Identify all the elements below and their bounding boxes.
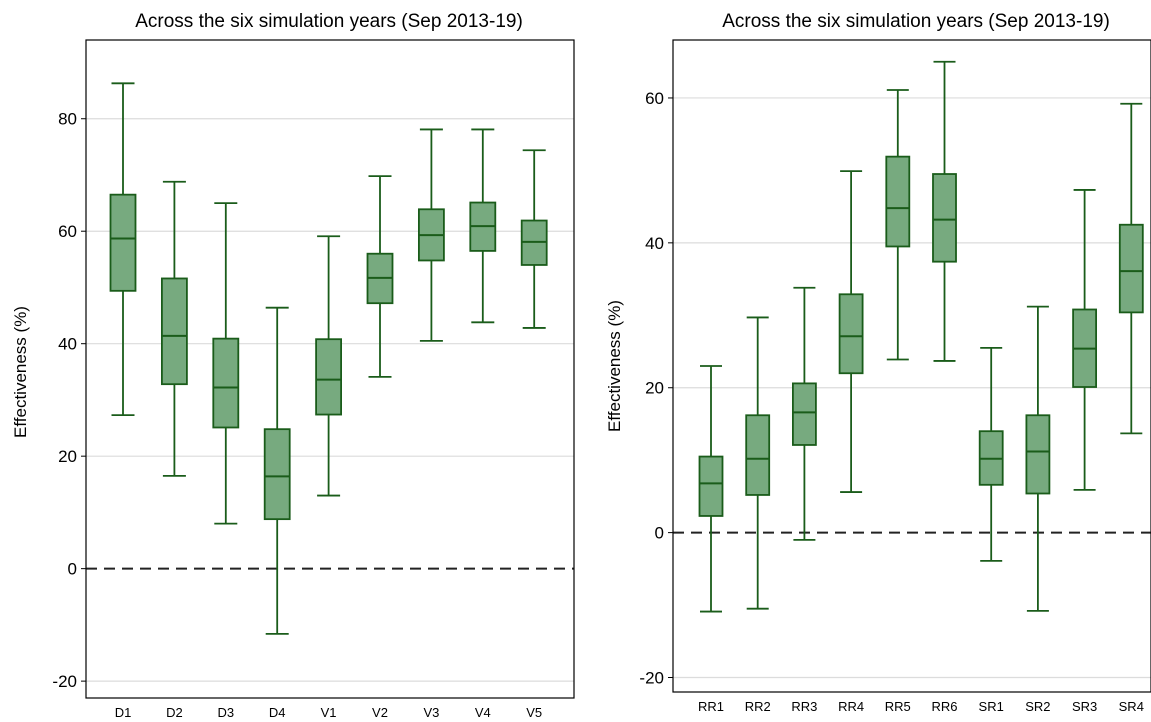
right-y-tick-label: -20 [639, 669, 664, 688]
right-box-rr4 [838, 170, 864, 493]
right-x-tick-label: SR2 [1025, 699, 1050, 714]
right-x-tick-label: SR3 [1072, 699, 1097, 714]
left-box-d4 [263, 306, 291, 635]
left-plot-frame [85, 39, 575, 699]
left-chart-panel: Across the six simulation years (Sep 201… [11, 11, 575, 720]
right-box-sr3 [1072, 189, 1097, 491]
right-x-tick-label: RR1 [698, 699, 724, 714]
left-chart-title: Across the six simulation years (Sep 201… [135, 11, 523, 32]
right-x-tick-label: SR4 [1119, 699, 1144, 714]
left-x-tick-label: V2 [372, 705, 388, 720]
left-x-tick-label: V3 [423, 705, 439, 720]
right-y-tick-label: 0 [655, 524, 664, 543]
left-y-tick-label: 0 [68, 560, 77, 579]
iqr-box [315, 338, 343, 416]
iqr-box [212, 337, 240, 429]
right-boxes [698, 60, 1144, 613]
right-box-rr2 [745, 316, 771, 610]
left-y-tick-label: 40 [58, 335, 77, 354]
right-y-tick-label: 40 [645, 234, 664, 253]
right-x-axis-ticks: RR1 RR2 RR3 RR4 RR5 RR6 SR1 SR2 SR3 SR4 [698, 699, 1144, 714]
right-x-tick-label: RR4 [838, 699, 864, 714]
left-box-v4 [469, 128, 497, 324]
right-box-rr6 [932, 60, 957, 362]
left-y-axis-ticks: -20 0 20 40 60 80 [52, 110, 86, 691]
left-boxes [109, 82, 548, 635]
iqr-box [263, 428, 291, 521]
left-box-v2 [366, 175, 394, 378]
iqr-box [160, 277, 188, 386]
right-plot-frame [672, 39, 1151, 693]
right-y-tick-label: 60 [645, 89, 664, 108]
iqr-box [792, 382, 817, 446]
left-box-v1 [315, 235, 343, 497]
left-y-tick-label: 20 [58, 447, 77, 466]
right-y-axis-ticks: -20 0 20 40 60 [639, 89, 673, 688]
right-box-sr2 [1025, 305, 1051, 612]
left-box-v3 [417, 128, 445, 342]
left-y-tick-label: -20 [52, 672, 77, 691]
iqr-box [1118, 223, 1144, 314]
iqr-box [745, 414, 771, 496]
left-x-tick-label: V5 [526, 705, 542, 720]
right-y-axis-label: Effectiveness (%) [605, 300, 624, 432]
right-chart-panel: Across the six simulation years (Sep 201… [605, 11, 1151, 714]
left-y-tick-label: 60 [58, 222, 77, 241]
right-chart-title: Across the six simulation years (Sep 201… [722, 11, 1110, 32]
left-box-d2 [160, 180, 188, 477]
right-box-rr5 [885, 89, 911, 361]
right-box-sr4 [1118, 102, 1144, 435]
left-x-tick-label: D4 [269, 705, 286, 720]
left-box-d3 [212, 202, 240, 525]
right-x-tick-label: SR1 [979, 699, 1004, 714]
iqr-box [1025, 414, 1051, 495]
left-x-tick-label: D3 [217, 705, 234, 720]
iqr-box [698, 455, 724, 517]
left-x-tick-label: V4 [475, 705, 491, 720]
left-x-tick-label: D1 [115, 705, 132, 720]
right-y-tick-label: 20 [645, 379, 664, 398]
left-x-tick-label: D2 [166, 705, 183, 720]
right-x-tick-label: RR5 [885, 699, 911, 714]
iqr-box [932, 173, 957, 263]
right-box-sr1 [978, 346, 1004, 562]
right-box-rr3 [792, 286, 817, 541]
right-x-tick-label: RR6 [931, 699, 957, 714]
iqr-box [109, 193, 137, 292]
right-gridlines [673, 97, 1151, 679]
iqr-box [838, 293, 864, 375]
left-box-v5 [520, 149, 548, 329]
left-y-tick-label: 80 [58, 110, 77, 129]
left-x-axis-ticks: D1 D2 D3 D4 V1 V2 V3 V4 V5 [115, 705, 542, 720]
left-y-axis-label: Effectiveness (%) [11, 306, 30, 438]
left-x-tick-label: V1 [321, 705, 337, 720]
left-box-d1 [109, 82, 137, 417]
right-x-tick-label: RR3 [791, 699, 817, 714]
iqr-box [885, 155, 911, 248]
right-x-tick-label: RR2 [745, 699, 771, 714]
right-box-rr1 [698, 365, 724, 613]
